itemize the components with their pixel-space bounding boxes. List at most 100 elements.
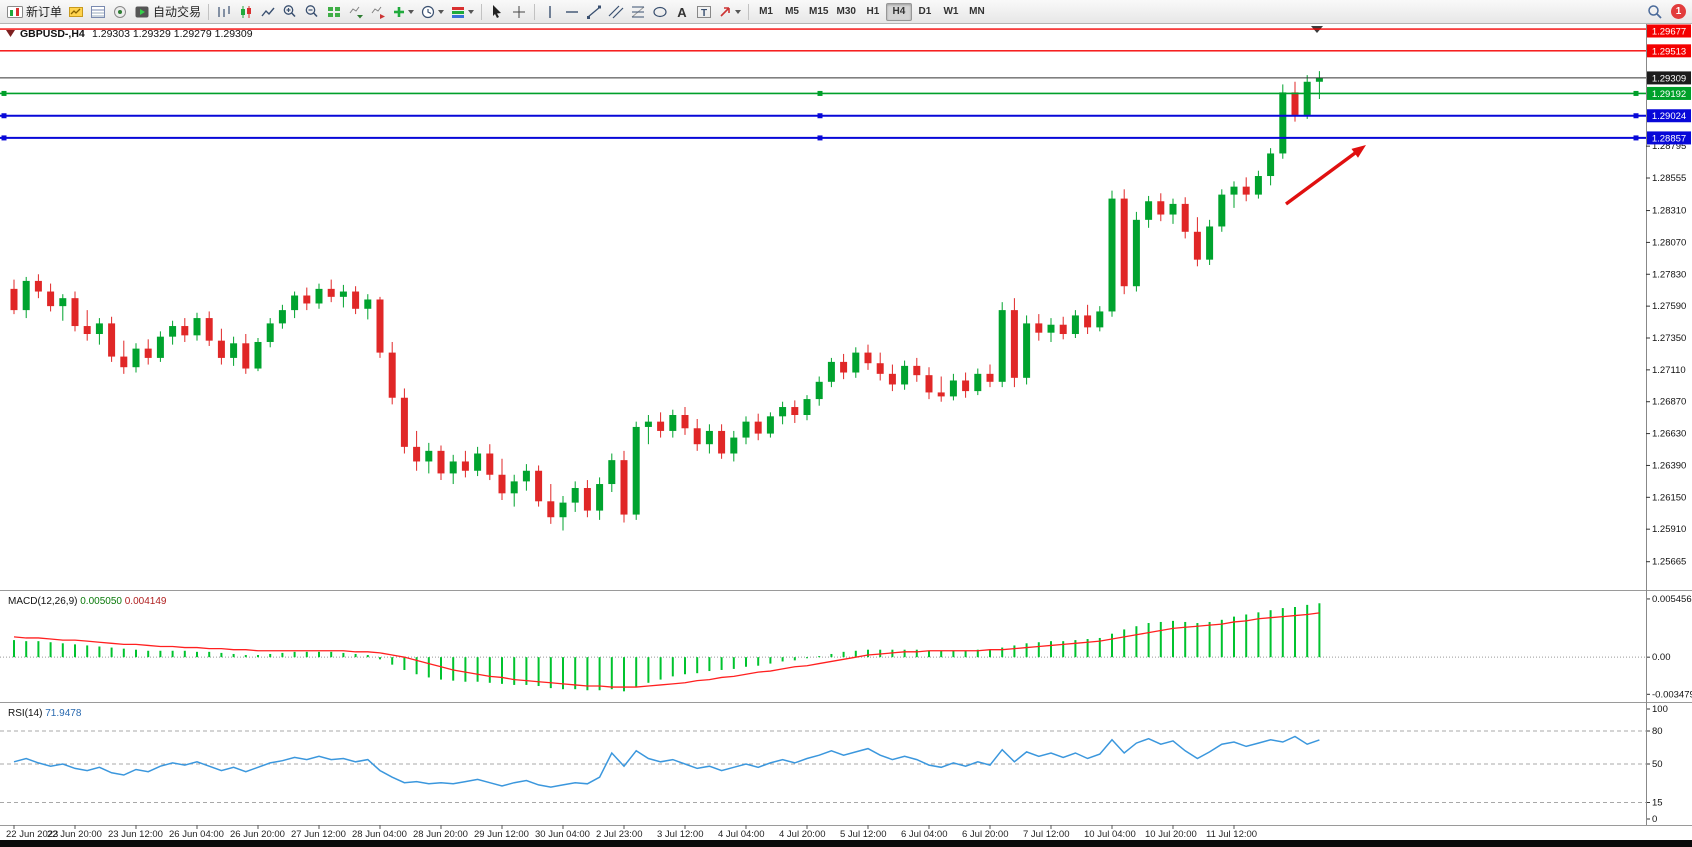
trendline-tool-button[interactable] (583, 2, 605, 22)
bar-chart-button[interactable] (213, 2, 235, 22)
line-handle[interactable] (817, 135, 823, 141)
timeframe-m30-button[interactable]: M30 (832, 3, 859, 21)
indicators-caret-icon (408, 9, 415, 14)
price-tick-label: 1.27350 (1652, 333, 1686, 344)
fibonacci-icon (631, 6, 645, 17)
channel-tool-button[interactable] (605, 2, 627, 22)
line-handle[interactable] (817, 113, 823, 119)
candle-body (864, 352, 872, 364)
chart-shift-button[interactable] (367, 2, 389, 22)
time-label: 11 Jul 12:00 (1206, 829, 1257, 840)
time-label: 10 Jul 20:00 (1145, 829, 1197, 840)
time-label: 26 Jun 04:00 (169, 829, 224, 840)
timeframe-h1-button[interactable]: H1 (860, 3, 886, 21)
symbol-icon[interactable] (6, 30, 15, 37)
candle-body (1193, 231, 1201, 260)
price-tick-label: 1.26870 (1652, 397, 1686, 408)
arrows-tool-button[interactable] (715, 2, 744, 22)
candle-body (425, 450, 433, 462)
search-button[interactable] (1644, 2, 1666, 22)
rsi-axis-label: 100 (1652, 704, 1668, 715)
new-order-button[interactable]: 新订单 (4, 2, 65, 22)
templates-icon (452, 6, 465, 18)
candle-body (193, 318, 201, 336)
candlestick-chart-button[interactable] (235, 2, 257, 22)
label-tool-button[interactable]: T (693, 2, 715, 22)
indicators-button[interactable] (389, 2, 417, 22)
zoom-in-button[interactable] (279, 2, 301, 22)
timeframe-m5-button[interactable]: M5 (779, 3, 805, 21)
line-handle[interactable] (1633, 113, 1639, 119)
price-tick-label: 1.27830 (1652, 269, 1686, 280)
candle-body (327, 288, 335, 297)
rsi-axis-label: 15 (1652, 798, 1663, 809)
ellipse-shape-icon (653, 6, 667, 17)
price-tag (1647, 86, 1691, 100)
autotrade-label: 自动交易 (153, 5, 202, 19)
candle-body (169, 326, 177, 337)
candle-body (1120, 198, 1128, 287)
candle-body (278, 310, 286, 324)
line-handle[interactable] (1, 135, 7, 141)
price-tag (1647, 44, 1691, 58)
line-chart-button[interactable] (257, 2, 279, 22)
periods-caret-icon (438, 9, 445, 14)
navigator-button[interactable] (109, 2, 131, 22)
notification-badge[interactable]: 1 (1671, 4, 1686, 19)
rsi-axis-label: 0 (1652, 814, 1657, 825)
horizontal-line-tool-button[interactable] (561, 2, 583, 22)
cursor-button[interactable] (486, 2, 508, 22)
candle-body (1218, 194, 1226, 227)
clock-icon (421, 5, 435, 18)
zoom-out-button[interactable] (301, 2, 323, 22)
line-handle[interactable] (1633, 135, 1639, 141)
candle-body (95, 323, 103, 335)
zoom-in-icon (283, 5, 296, 18)
templates-button[interactable] (447, 2, 477, 22)
data-window-button[interactable] (87, 2, 109, 22)
candle-body (718, 430, 726, 454)
candle-body (1303, 81, 1311, 115)
line-handle[interactable] (1, 90, 7, 96)
candle-body (693, 428, 701, 445)
price-tag-label: 1.29309 (1652, 73, 1686, 84)
candle-body (291, 295, 299, 311)
rsi-label: RSI(14) 71.9478 (8, 708, 82, 719)
market-watch-icon (69, 6, 84, 17)
line-handle[interactable] (1633, 90, 1639, 96)
chart-canvas[interactable]: GBPUSD-,H4 1.29303 1.29329 1.29279 1.2930… (0, 24, 1692, 840)
timeframe-m15-button[interactable]: M15 (805, 3, 832, 21)
shapes-tool-button[interactable] (649, 2, 671, 22)
auto-scroll-button[interactable] (345, 2, 367, 22)
vertical-line-tool-button[interactable] (539, 2, 561, 22)
line-handle[interactable] (1, 113, 7, 119)
periods-button[interactable] (417, 2, 447, 22)
candle-body (986, 373, 994, 382)
candle-body (449, 461, 457, 474)
annotation-arrow-head[interactable] (1351, 145, 1366, 158)
candle-body (705, 430, 713, 445)
macd-axis-label: 0.00 (1652, 652, 1671, 663)
candles (10, 71, 1323, 531)
new-order-label: 新订单 (26, 5, 63, 19)
fibonacci-tool-button[interactable] (627, 2, 649, 22)
timeframe-m1-button[interactable]: M1 (753, 3, 779, 21)
channel-icon (608, 5, 624, 18)
annotation-arrow[interactable] (1284, 150, 1359, 206)
timeframe-d1-button[interactable]: D1 (912, 3, 938, 21)
autotrade-button[interactable]: 自动交易 (131, 2, 204, 22)
timeframe-mn-button[interactable]: MN (964, 3, 990, 21)
bar-chart-icon (218, 5, 230, 17)
crosshair-button[interactable] (508, 2, 530, 22)
candle-body (254, 341, 262, 369)
candle-body (486, 453, 494, 475)
timeframe-h4-button[interactable]: H4 (885, 2, 912, 21)
timeframe-w1-button[interactable]: W1 (938, 3, 964, 21)
market-watch-button[interactable] (65, 2, 87, 22)
time-label: 6 Jul 20:00 (962, 829, 1008, 840)
candle-body (510, 481, 518, 494)
tile-windows-button[interactable] (323, 2, 345, 22)
text-tool-button[interactable]: A (671, 2, 693, 22)
line-handle[interactable] (817, 90, 823, 96)
candle-body (669, 414, 677, 431)
